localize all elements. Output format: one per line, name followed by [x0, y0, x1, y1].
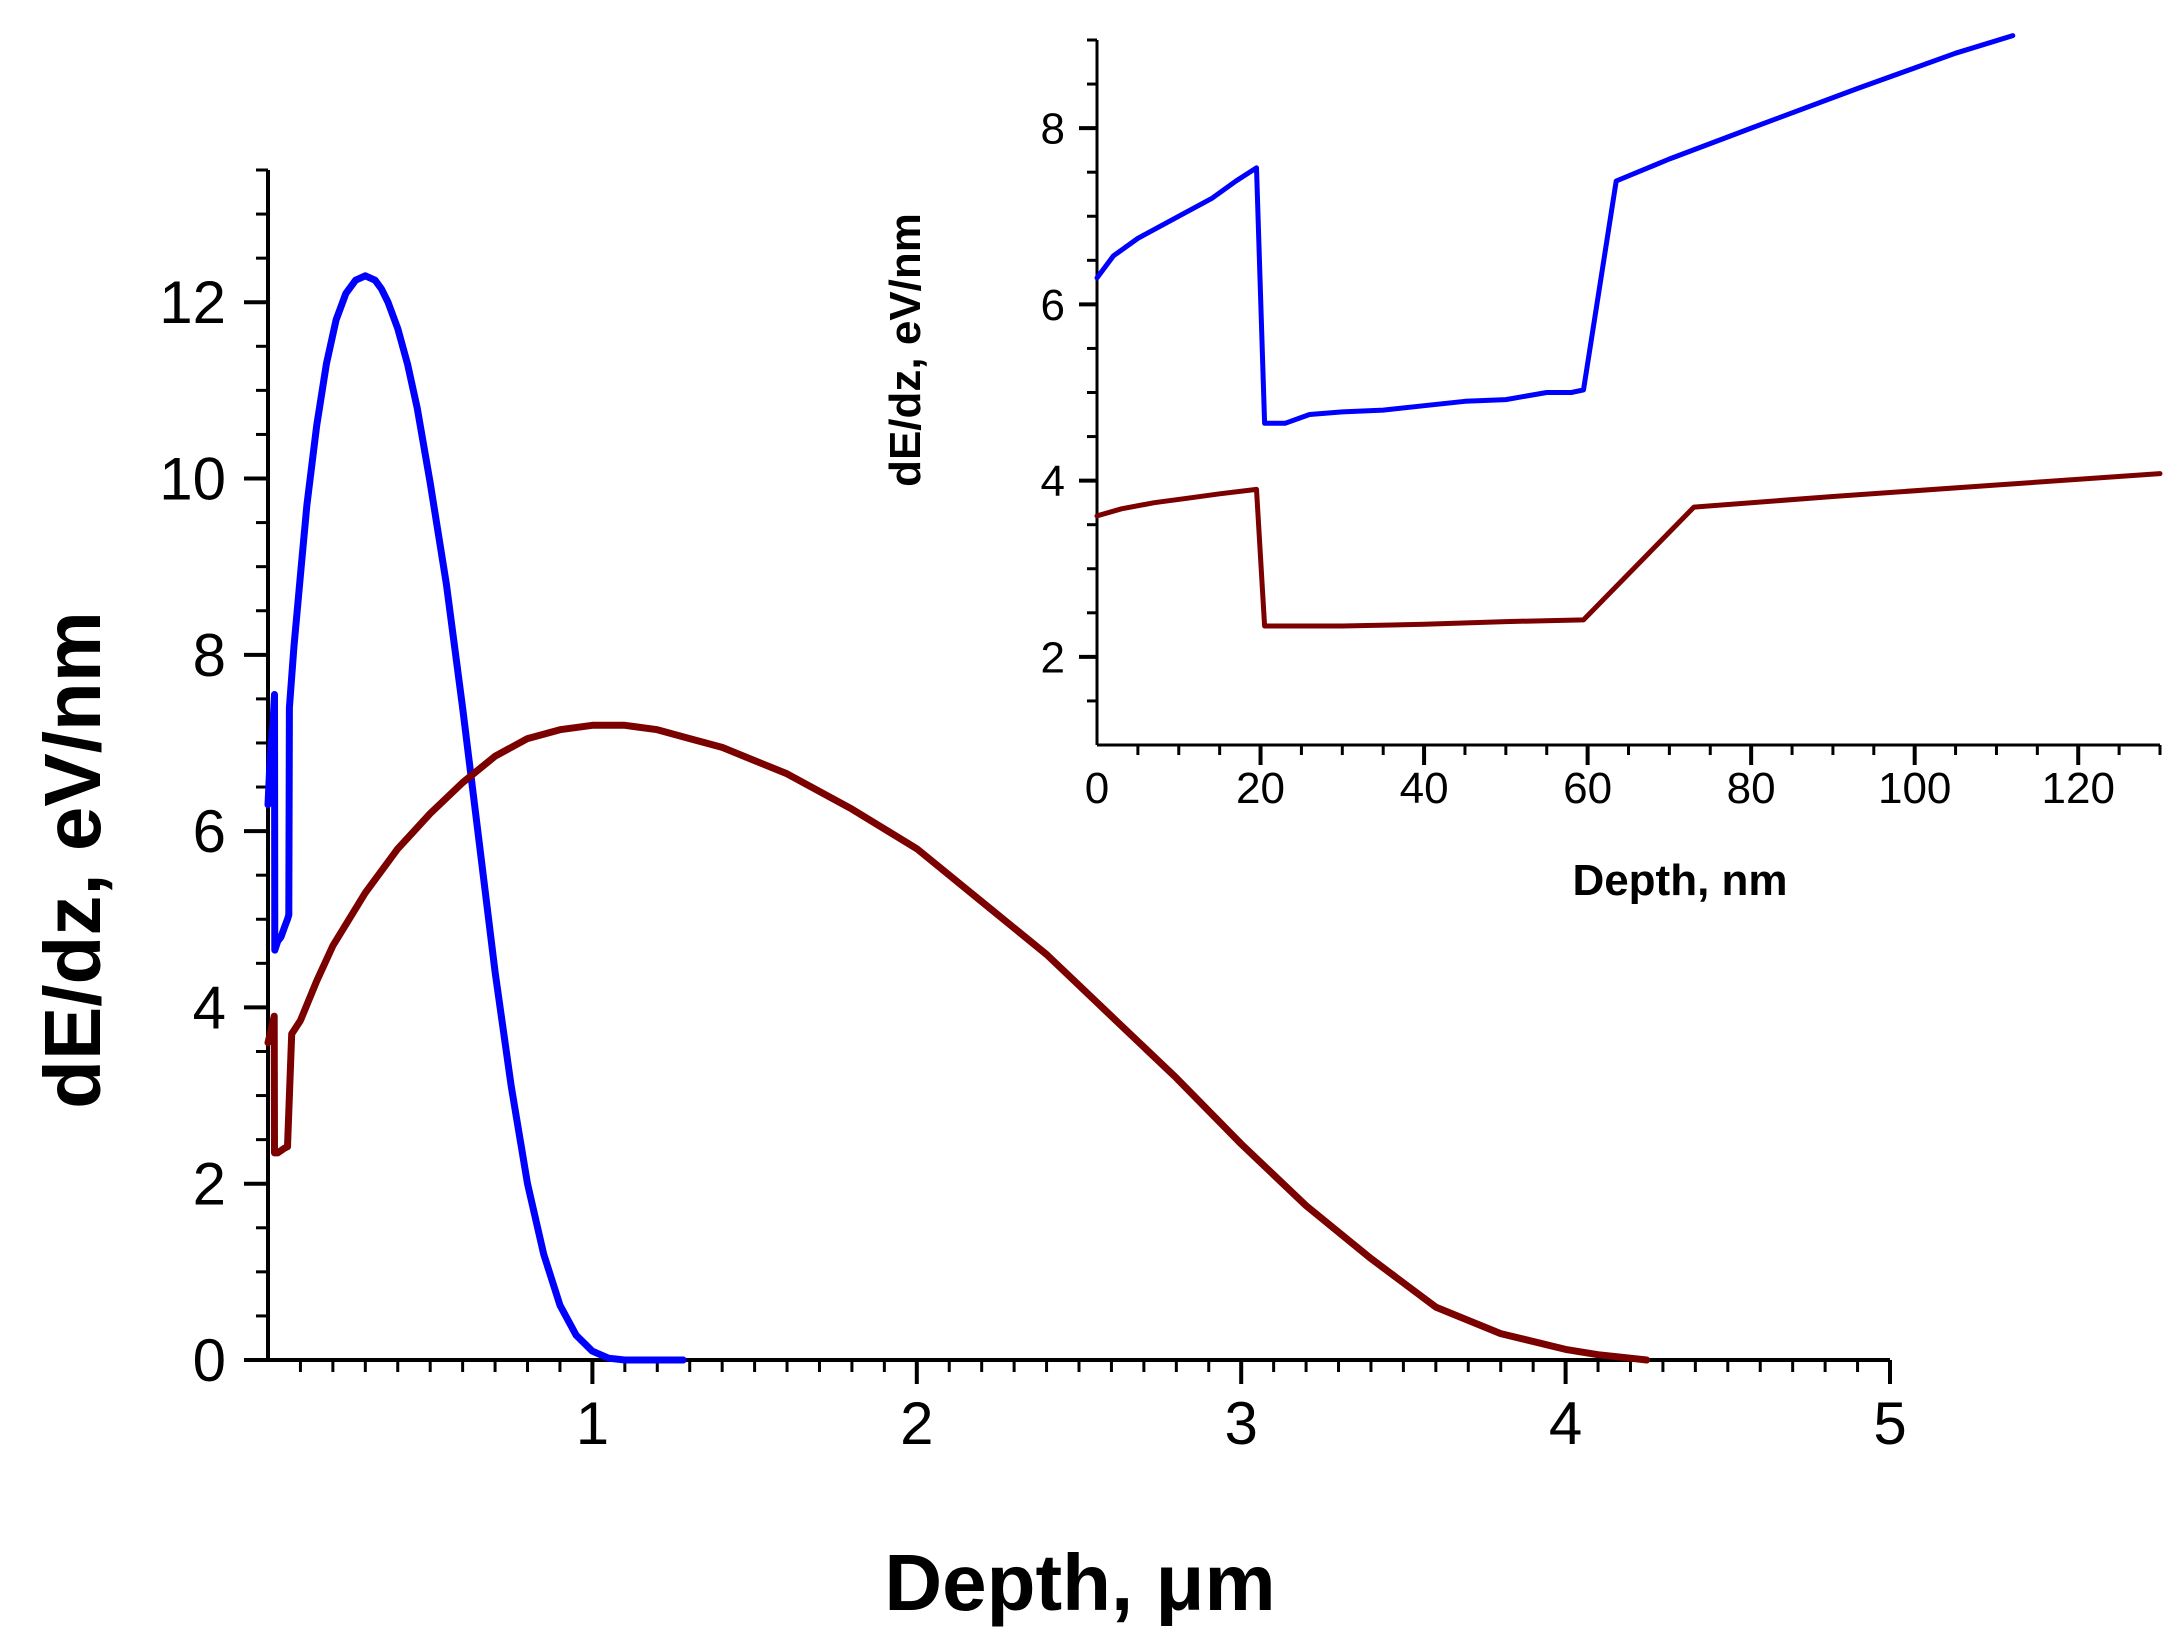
- main-x-tick-label: 1: [576, 1390, 609, 1457]
- main-y-tick-label: 12: [159, 269, 226, 336]
- main-y-axis-title: dE/dz, eV/nm: [28, 611, 117, 1109]
- inset-y-tick-label: 6: [1041, 281, 1065, 330]
- inset-ticks: [1079, 38, 2162, 765]
- inset-x-tick-label: 20: [1236, 764, 1285, 813]
- main-x-tick-label: 3: [1225, 1390, 1258, 1457]
- main-x-tick-label: 2: [900, 1390, 933, 1457]
- inset-y-axis-title: dE/dz, eV/nm: [881, 213, 930, 487]
- inset-x-tick-label: 60: [1563, 764, 1612, 813]
- inset-x-axis-title: Depth, nm: [1572, 856, 1787, 905]
- main-x-axis-title: Depth, μm: [884, 1538, 1275, 1627]
- main-series-blue: [264, 272, 687, 1364]
- main-y-tick-label: 6: [193, 798, 226, 865]
- inset-x-tick-label: 80: [1727, 764, 1776, 813]
- main-y-tick-label: 4: [193, 974, 226, 1041]
- inset-x-tick-label: 40: [1400, 764, 1449, 813]
- inset-tick-labels: 0 20 40 60 80 100 120 2 4 6 8: [1041, 105, 2115, 813]
- main-y-tick-label: 8: [193, 622, 226, 689]
- main-series-dark-red: [264, 721, 1651, 1364]
- main-y-tick-label: 2: [193, 1151, 226, 1218]
- main-y-tick-label: 10: [159, 446, 226, 513]
- inset-series: [1094, 33, 2163, 629]
- main-x-tick-label: 4: [1549, 1390, 1582, 1457]
- main-y-tick-label: 0: [193, 1327, 226, 1394]
- inset-plot: 0 20 40 60 80 100 120 2 4 6 8 Depth, nm dE/dz, eV/…: [881, 33, 2163, 905]
- main-series: [264, 272, 1651, 1364]
- inset-x-tick-label: 100: [1878, 764, 1951, 813]
- inset-y-tick-label: 8: [1041, 105, 1065, 154]
- main-x-tick-label: 5: [1873, 1390, 1906, 1457]
- inset-y-tick-label: 4: [1041, 457, 1065, 506]
- inset-series-dark-red: [1094, 471, 2163, 629]
- inset-y-tick-label: 2: [1041, 633, 1065, 682]
- inset-series-blue: [1094, 33, 2016, 426]
- main-ticks: [244, 168, 1892, 1384]
- inset-x-tick-label: 0: [1085, 764, 1109, 813]
- inset-x-tick-label: 120: [2042, 764, 2115, 813]
